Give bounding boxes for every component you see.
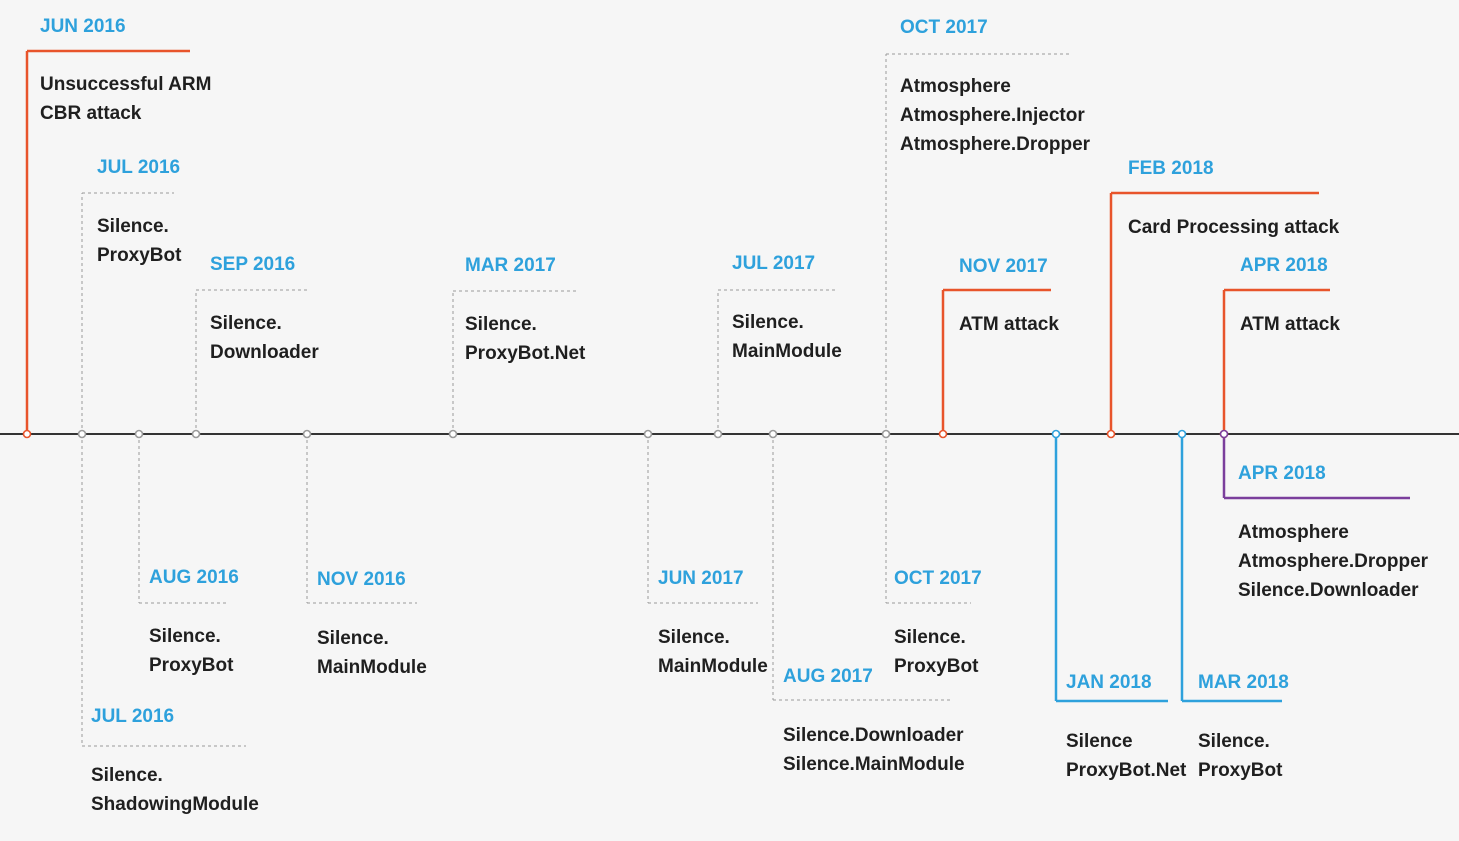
event-date: JUL 2016	[97, 157, 181, 178]
event-marker-e10	[134, 429, 144, 439]
event-marker-e14	[768, 429, 778, 439]
event-marker-e4	[448, 429, 458, 439]
event-date: MAR 2018	[1198, 672, 1289, 693]
event-date: OCT 2017	[894, 568, 982, 589]
event-marker-e1	[22, 429, 32, 439]
event-description: Silence. ProxyBot	[1198, 731, 1283, 781]
event-date: OCT 2017	[900, 17, 988, 38]
event-date: JUN 2017	[658, 568, 744, 589]
event-description: Atmosphere Atmosphere.Dropper Silence.Do…	[1238, 522, 1429, 601]
event-description: Silence.Downloader Silence.MainModule	[783, 725, 965, 775]
event-marker-e13	[643, 429, 653, 439]
event-date: JUL 2017	[732, 253, 816, 274]
event-marker-e2	[77, 429, 87, 439]
event-description: ATM attack	[1240, 314, 1340, 335]
event-marker-e7	[938, 429, 948, 439]
event-description: Silence. ProxyBot.Net	[465, 314, 586, 364]
event-date: MAR 2017	[465, 255, 556, 276]
event-date: JUN 2016	[40, 16, 126, 37]
event-date: NOV 2016	[317, 569, 406, 590]
event-description: Silence ProxyBot.Net	[1066, 731, 1187, 781]
event-marker-e17	[1177, 429, 1187, 439]
event-description: Silence. MainModule	[732, 312, 842, 362]
event-date: APR 2018	[1238, 463, 1326, 484]
event-marker-e5	[713, 429, 723, 439]
event-date: AUG 2016	[149, 567, 239, 588]
event-date: AUG 2017	[783, 666, 873, 687]
event-description: Silence. MainModule	[317, 628, 427, 678]
event-marker-e12	[302, 429, 312, 439]
event-description: Silence. ProxyBot	[894, 627, 979, 677]
event-description: ATM attack	[959, 314, 1059, 335]
event-description: Silence. Downloader	[210, 313, 319, 363]
event-description: Silence. ProxyBot	[149, 626, 234, 676]
event-marker-e16	[1051, 429, 1061, 439]
event-date: SEP 2016	[210, 254, 296, 275]
event-date: JAN 2018	[1066, 672, 1152, 693]
event-marker-e18	[1219, 429, 1229, 439]
event-marker-e8	[1106, 429, 1116, 439]
event-date: FEB 2018	[1128, 158, 1214, 179]
event-date: JUL 2016	[91, 706, 175, 727]
event-description: Atmosphere Atmosphere.Injector Atmospher…	[900, 76, 1091, 155]
event-description: Silence. ProxyBot	[97, 216, 182, 266]
event-description: Card Processing attack	[1128, 217, 1340, 238]
event-description: Silence. ShadowingModule	[91, 765, 259, 815]
event-marker-e6	[881, 429, 891, 439]
event-description: Unsuccessful ARM CBR attack	[40, 74, 212, 124]
event-date: APR 2018	[1240, 255, 1328, 276]
event-date: NOV 2017	[959, 256, 1048, 277]
event-marker-e3	[191, 429, 201, 439]
event-description: Silence. MainModule	[658, 627, 768, 677]
